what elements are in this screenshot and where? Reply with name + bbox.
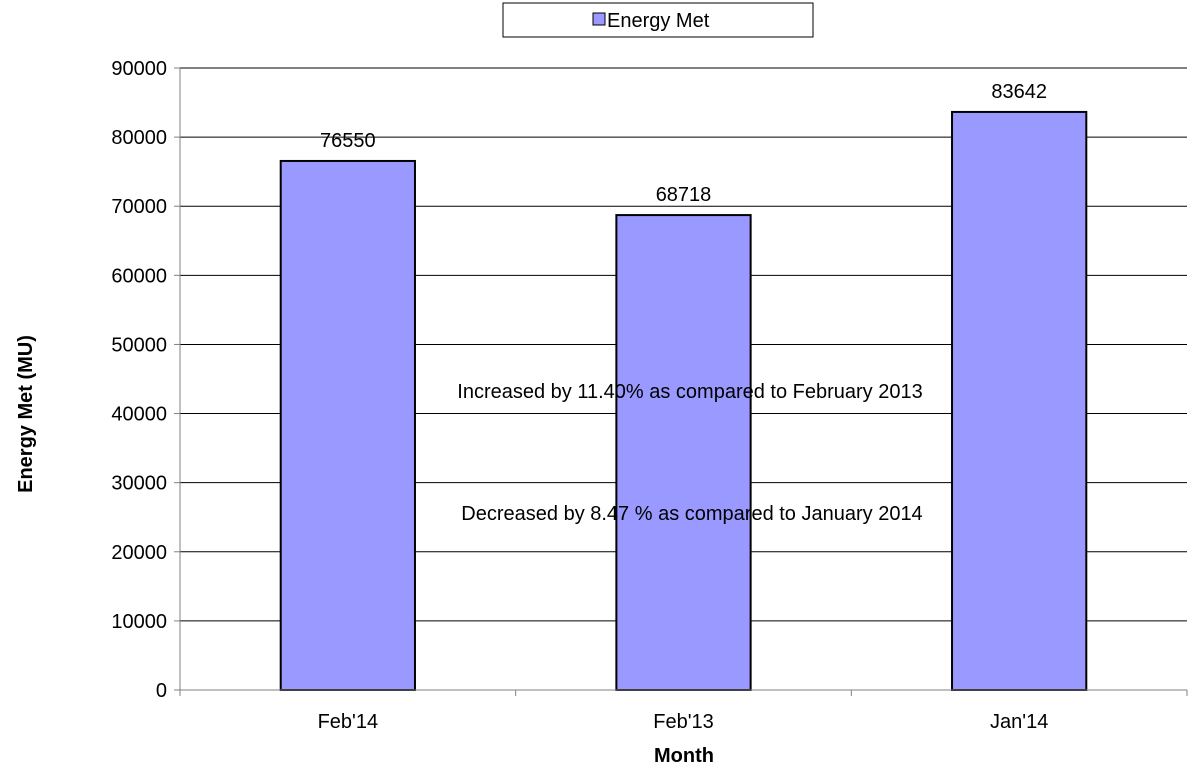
- annotation-decrease: Decreased by 8.47 % as compared to Janua…: [461, 503, 922, 525]
- y-tick-label: 60000: [111, 265, 167, 287]
- x-tick-labels: Feb'14 Feb'13 Jan'14: [318, 711, 1049, 733]
- data-label: 68718: [656, 184, 712, 206]
- annotation-increase: Increased by 11.40% as compared to Febru…: [457, 381, 922, 403]
- y-tick-label: 40000: [111, 404, 167, 426]
- y-tick-label: 70000: [111, 196, 167, 218]
- data-label: 83642: [991, 81, 1047, 103]
- legend-label: Energy Met: [607, 10, 710, 32]
- y-tick-label: 20000: [111, 542, 167, 564]
- data-label: 76550: [320, 130, 376, 152]
- x-tick-label: Jan'14: [990, 711, 1048, 733]
- y-tick-label: 0: [156, 680, 167, 702]
- legend: Energy Met: [502, 2, 814, 38]
- y-tick-label: 10000: [111, 611, 167, 633]
- x-tick-label: Feb'14: [318, 711, 379, 733]
- axes: [174, 67, 1188, 696]
- y-tick-label: 30000: [111, 473, 167, 495]
- bar-feb-13: [615, 214, 752, 691]
- y-tick-label: 90000: [111, 58, 167, 80]
- bars: [279, 110, 1088, 691]
- y-tick-label: 80000: [111, 127, 167, 149]
- x-axis-title: Month: [654, 745, 714, 767]
- bar-feb-14: [279, 159, 416, 691]
- y-tick-label: 50000: [111, 334, 167, 356]
- bar-jan-14: [951, 110, 1088, 691]
- legend-swatch: [592, 12, 606, 26]
- legend-box: [502, 2, 814, 38]
- y-tick-labels: 0 10000 20000 30000 40000 50000 60000 70000 8000…: [111, 58, 167, 702]
- data-labels: 76550 68718 83642: [320, 81, 1047, 206]
- x-tick-label: Feb'13: [653, 711, 714, 733]
- y-axis-title: Energy Met (MU): [15, 335, 37, 493]
